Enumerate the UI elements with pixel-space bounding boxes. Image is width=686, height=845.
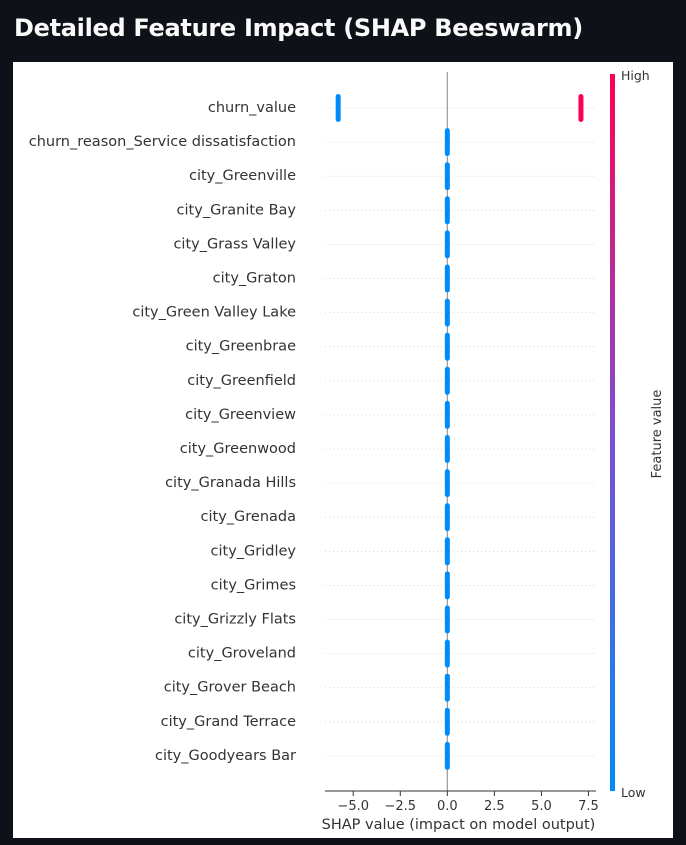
x-tick-label: −2.5 [384, 799, 416, 814]
feature-label: churn_reason_Service dissatisfaction [29, 134, 296, 150]
feature-label: city_Goodyears Bar [155, 748, 296, 764]
colorbar-title: Feature value [650, 390, 665, 479]
feature-labels: churn_value churn_reason_Service dissatis… [29, 100, 297, 764]
data-point [335, 94, 341, 122]
x-tick-label: 2.5 [484, 799, 505, 814]
feature-label: city_Greenfield [187, 373, 296, 389]
data-point [444, 332, 450, 361]
feature-label: city_Green Valley Lake [132, 305, 296, 321]
data-point [444, 435, 450, 463]
feature-label: city_Greenbrae [186, 339, 296, 355]
data-point [444, 571, 450, 600]
data-point [444, 605, 450, 634]
data-point [444, 366, 450, 395]
colorbar-gradient [610, 74, 615, 791]
feature-label: city_Grover Beach [164, 680, 296, 696]
shap-beeswarm-chart: churn_value churn_reason_Service dissatis… [13, 62, 673, 838]
data-points [335, 94, 584, 770]
x-axis: −5.0 −2.5 0.0 2.5 5.0 7.5 [325, 790, 599, 814]
x-tick-label: −5.0 [337, 799, 369, 814]
data-point [444, 469, 450, 498]
data-point [444, 673, 450, 702]
feature-label: city_Greenview [185, 407, 296, 423]
x-tick-label: 7.5 [578, 799, 599, 814]
x-tick-label: 5.0 [531, 799, 552, 814]
data-point [444, 196, 450, 225]
feature-label: city_Graton [213, 271, 296, 287]
chart-svg: churn_value churn_reason_Service dissatis… [29, 68, 665, 833]
feature-label: city_Grenada [201, 509, 296, 525]
feature-label: city_Granada Hills [165, 475, 296, 491]
data-point [444, 707, 450, 736]
feature-label: city_Grand Terrace [161, 714, 296, 730]
colorbar-low-label: Low [621, 785, 646, 800]
feature-label: city_Greenville [189, 168, 296, 184]
feature-label: city_Groveland [188, 646, 296, 662]
feature-label: city_Grizzly Flats [174, 612, 296, 628]
data-point [444, 400, 450, 429]
data-point [444, 503, 450, 532]
feature-label: churn_value [208, 100, 296, 116]
data-point [444, 162, 450, 191]
data-point [578, 94, 584, 122]
row-gridlines [325, 107, 596, 757]
feature-label: city_Grimes [211, 577, 296, 593]
data-point [444, 741, 450, 770]
page-title: Detailed Feature Impact (SHAP Beeswarm) [14, 14, 583, 42]
feature-label: city_Granite Bay [177, 202, 297, 218]
colorbar: High Low Feature value [610, 68, 665, 800]
x-axis-label: SHAP value (impact on model output) [322, 817, 596, 833]
feature-label: city_Grass Valley [173, 236, 296, 252]
data-point [444, 264, 450, 293]
x-tick-label: 0.0 [437, 799, 458, 814]
data-point [444, 298, 450, 327]
feature-label: city_Greenwood [180, 441, 296, 457]
colorbar-high-label: High [621, 68, 650, 83]
data-point [444, 537, 450, 566]
feature-label: city_Gridley [211, 543, 297, 559]
data-point [444, 128, 450, 157]
data-point [444, 230, 450, 259]
data-point [444, 639, 450, 668]
